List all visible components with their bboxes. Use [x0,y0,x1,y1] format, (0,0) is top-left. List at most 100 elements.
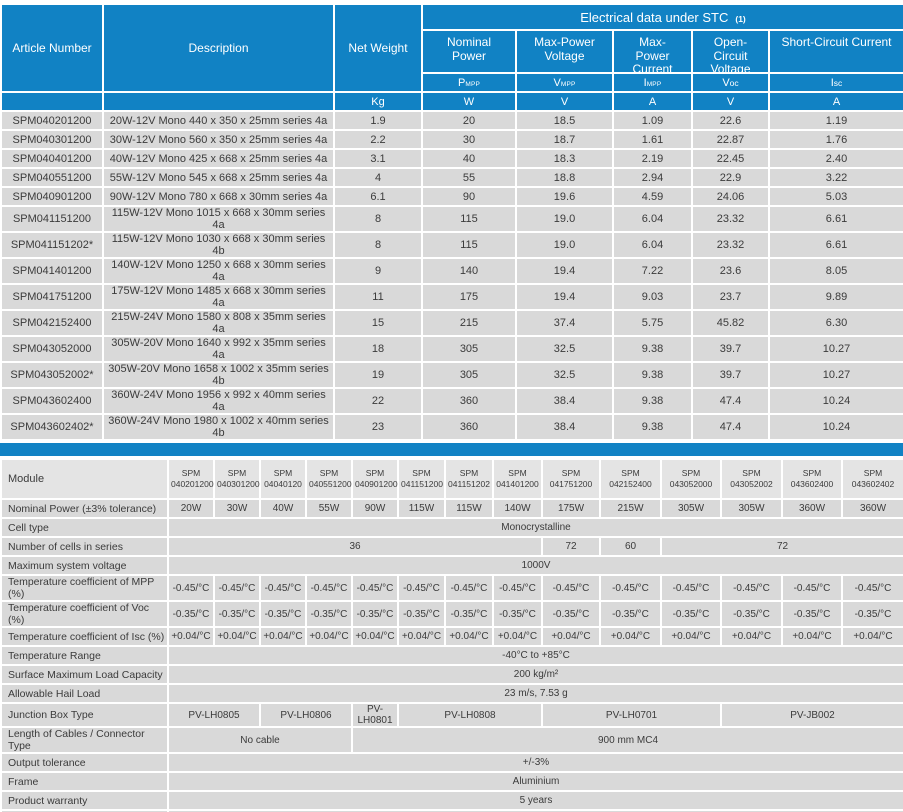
module-spec-row: Temperature coefficient of Voc (%) -0.35/… [0,600,903,628]
module-prefix: SPM [863,468,883,478]
net-weight-cell: 1.9 [333,110,423,131]
article-number-cell: SPM040301200 [0,129,104,150]
value-cell: +0.04/°C [541,626,601,647]
isc-cell: 6.30 [767,309,903,337]
value-cell: 115W [444,498,494,519]
voc-cell: 22.9 [691,167,770,188]
module-spec-row: Frame Aluminium [0,771,903,792]
symbol-main: V [722,76,730,89]
value-cell: Aluminium [167,771,903,792]
net-weight-cell: 15 [333,309,423,337]
isc-cell: 10.27 [767,361,903,389]
description-cell: 360W-24V Mono 1980 x 1002 x 40mm series … [102,413,335,441]
net-weight-cell: 8 [333,205,423,233]
module-spec-row: Allowable Hail Load 23 m/s, 7.53 g [0,683,903,704]
electrical-names-row: Nominal Power Max-Power Voltage Max-Power … [1,29,903,74]
electrical-col-unit: V [691,91,770,112]
module-prefix: SPM [459,468,479,478]
electrical-col-unit: V [515,91,614,112]
stc-banner-text: Electrical data under STC [580,9,729,25]
vmpp-cell: 32.5 [515,335,614,363]
module-prefix: SPM [508,468,527,478]
vmpp-cell: 32.5 [515,361,614,389]
row-label: Temperature coefficient of Isc (%) [0,626,169,647]
module-id: 04040120 [264,479,302,489]
value-cell: 305W [720,498,783,519]
row-label: Maximum system voltage [0,555,169,576]
article-number-cell: SPM041151200 [0,205,104,233]
electrical-col-name-text: Short-Circuit Current [781,36,892,49]
value-cell: 40W [259,498,307,519]
voc-cell: 39.7 [691,361,770,389]
article-number-cell: SPM040201200 [0,110,104,131]
spec-row: SPM040301200 30W-12V Mono 560 x 350 x 25m… [0,129,903,150]
module-spec-row: Temperature Range -40°C to +85°C [0,645,903,666]
electrical-table-body: SPM040201200 20W-12V Mono 440 x 350 x 25m… [0,110,903,441]
empty-unit-cell [0,91,104,112]
value-cell: -0.45/°C [305,574,353,602]
spec-row: SPM040551200 55W-12V Mono 545 x 668 x 25m… [0,167,903,188]
module-spec-row: Cell type Monocrystalline [0,517,903,538]
electrical-col-symbol: IMPP [612,72,693,93]
module-prefix: SPM [742,468,761,478]
electrical-col-name: Open-Circuit Voltage [691,29,770,74]
row-label: Allowable Hail Load [0,683,169,704]
article-number-cell: SPM043052002* [0,361,104,389]
description-cell: 175W-12V Mono 1485 x 668 x 30mm series 4… [102,283,335,311]
electrical-col-symbol: PMPP [421,72,517,93]
symbol-main: I [643,76,647,89]
section-divider-bar [0,443,903,456]
isc-cell: 8.05 [767,257,903,285]
row-label: Cell type [0,517,169,538]
pmpp-cell: 140 [421,257,517,285]
isc-cell: 3.22 [767,167,903,188]
description-cell: 360W-24V Mono 1956 x 992 x 40mm series 4… [102,387,335,415]
spec-row: SPM043602400 360W-24V Mono 1956 x 992 x 4… [0,387,903,415]
electrical-col-name: Short-Circuit Current [767,29,903,74]
value-cell: -0.35/°C [444,600,494,628]
value-cell: 5 years [167,790,903,811]
module-id-cell: SPM 040551200 [305,458,353,500]
value-cell: -0.35/°C [213,600,261,628]
impp-cell: 2.19 [612,148,693,169]
value-cell: 140W [492,498,543,519]
module-id: 040901200 [355,479,398,489]
electrical-col-name-text: Nominal Power [446,36,491,63]
net-weight-cell: 11 [333,283,423,311]
pmpp-cell: 115 [421,231,517,259]
module-id: 043052002 [730,479,773,489]
module-prefix: SPM [227,468,247,478]
value-cell: -0.35/°C [541,600,601,628]
voc-cell: 24.06 [691,186,770,207]
description-cell: 55W-12V Mono 545 x 668 x 25mm series 4a [102,167,335,188]
electrical-col-unit: A [767,91,903,112]
vmpp-cell: 18.8 [515,167,614,188]
value-cell: -0.35/°C [720,600,783,628]
voc-cell: 39.7 [691,335,770,363]
impp-cell: 7.22 [612,257,693,285]
module-id: 041151200 [401,479,443,489]
electrical-symbols-row: PMPP VMPP IMPP Voc Isc [1,72,903,93]
module-prefix: SPM [412,468,431,478]
description-cell: 40W-12V Mono 425 x 668 x 25mm series 4a [102,148,335,169]
row-label: Output tolerance [0,752,169,773]
value-cell: -0.35/°C [305,600,353,628]
value-cell: +0.04/°C [599,626,662,647]
article-number-cell: SPM041151202* [0,231,104,259]
value-cell: +0.04/°C [351,626,399,647]
electrical-col-symbol: Isc [767,72,903,93]
module-id: 040201200 [171,479,214,489]
symbol-main: P [457,76,466,89]
value-cell: -0.35/°C [397,600,446,628]
value-cell: -0.45/°C [492,574,543,602]
value-cell: 115W [397,498,446,519]
module-spec-row: Output tolerance +/-3% [0,752,903,773]
article-number-cell: SPM040901200 [0,186,104,207]
module-id: 041401200 [496,479,539,489]
module-prefix: SPM [181,468,201,478]
isc-cell: 1.76 [767,129,903,150]
value-cell: -0.45/°C [259,574,307,602]
voc-cell: 22.6 [691,110,770,131]
value-cell: -0.45/°C [599,574,662,602]
description-cell: 140W-12V Mono 1250 x 668 x 30mm series 4… [102,257,335,285]
